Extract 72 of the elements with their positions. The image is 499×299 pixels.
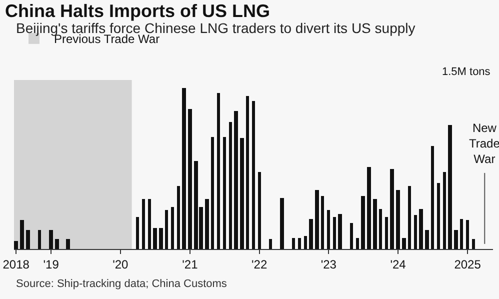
text: 1.5M tons xyxy=(442,66,491,78)
x-tick-label: 2025 xyxy=(454,257,482,272)
bar xyxy=(177,186,180,249)
bar xyxy=(14,241,18,249)
bar xyxy=(298,238,301,249)
bar xyxy=(460,219,463,249)
bar xyxy=(304,236,307,249)
bar xyxy=(419,209,423,249)
bar xyxy=(385,217,388,249)
x-tick-label: 2018 xyxy=(2,257,30,272)
bar xyxy=(171,207,174,249)
bar xyxy=(379,209,382,249)
bar xyxy=(361,196,365,249)
x-tick-label: '21 xyxy=(182,257,198,272)
bar xyxy=(402,238,406,249)
bar xyxy=(211,137,214,249)
bar xyxy=(269,239,272,249)
bar xyxy=(396,190,400,249)
bar xyxy=(205,199,209,249)
bar xyxy=(321,196,324,249)
bar xyxy=(49,230,53,249)
bar xyxy=(234,111,238,249)
source-note: Source: Ship-tracking data; China Customs xyxy=(16,278,228,290)
bar xyxy=(373,199,377,249)
bar xyxy=(414,215,417,249)
bar xyxy=(338,214,342,249)
bar xyxy=(20,220,24,249)
bar xyxy=(148,199,151,249)
bar xyxy=(425,230,429,249)
bar xyxy=(367,167,371,249)
x-tick-label: '20 xyxy=(112,257,129,272)
bar xyxy=(292,238,295,249)
bar xyxy=(472,239,475,249)
bar xyxy=(350,223,353,249)
ref-line-label: New Trade War xyxy=(469,121,499,166)
bar xyxy=(188,109,192,249)
x-tick-label: '19 xyxy=(43,257,60,272)
bar xyxy=(443,172,446,249)
bar xyxy=(466,220,469,249)
bar xyxy=(315,190,319,249)
bar xyxy=(327,210,330,249)
bar xyxy=(333,217,336,249)
bar xyxy=(223,137,226,249)
x-tick-label: '24 xyxy=(390,257,406,272)
bar xyxy=(246,96,249,249)
bar xyxy=(437,183,440,249)
bar xyxy=(182,88,186,249)
bar xyxy=(159,228,163,249)
x-tick-label: '22 xyxy=(251,257,268,272)
bar xyxy=(252,101,255,249)
bar xyxy=(390,169,394,249)
bar xyxy=(26,230,30,249)
bar xyxy=(153,228,157,249)
bar xyxy=(38,230,41,249)
bar xyxy=(356,238,359,249)
x-tick-label: '23 xyxy=(320,257,337,272)
bar xyxy=(55,239,59,249)
bar xyxy=(431,146,434,249)
bar xyxy=(448,125,452,249)
bar xyxy=(408,186,411,249)
chart-title: China Halts Imports of US LNG xyxy=(4,1,270,22)
bar xyxy=(258,172,261,249)
bar xyxy=(454,230,458,249)
bar xyxy=(165,210,168,249)
bar xyxy=(240,138,244,249)
bar xyxy=(280,198,284,249)
bar xyxy=(229,122,232,249)
bar xyxy=(217,93,220,249)
bar xyxy=(66,239,70,249)
bar xyxy=(142,199,145,249)
bar xyxy=(309,219,313,249)
bar xyxy=(136,217,139,249)
